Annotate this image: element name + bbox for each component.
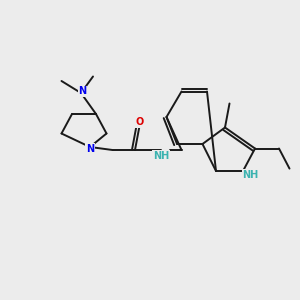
Text: NH: NH — [242, 169, 259, 180]
Text: N: N — [78, 86, 87, 97]
Text: O: O — [135, 117, 144, 128]
Text: NH: NH — [153, 151, 169, 161]
Text: N: N — [86, 143, 94, 154]
